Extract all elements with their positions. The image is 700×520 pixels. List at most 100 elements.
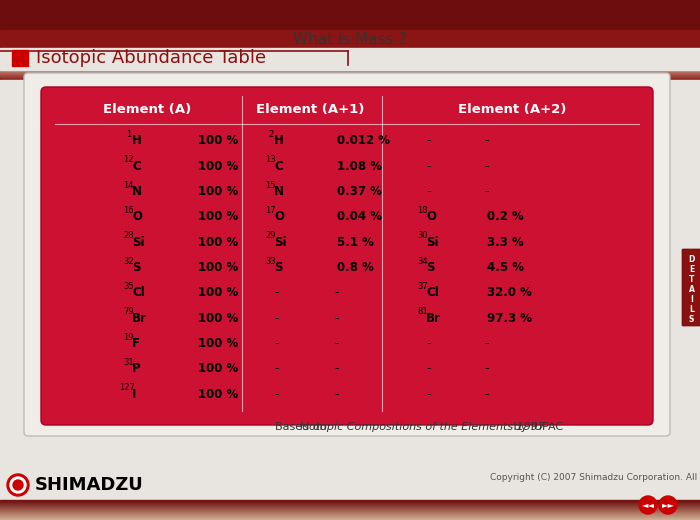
Bar [0, 509, 700, 510]
Text: Element (A+1): Element (A+1) [256, 103, 364, 116]
Text: 1: 1 [127, 130, 132, 139]
Text: Br: Br [426, 311, 441, 324]
Text: 100 %: 100 % [198, 236, 238, 249]
Text: -: - [335, 337, 339, 350]
Text: S: S [132, 261, 141, 274]
Text: I: I [132, 388, 137, 401]
Text: 29: 29 [265, 231, 276, 240]
Text: P: P [132, 362, 141, 375]
Text: T: T [689, 276, 694, 284]
Text: H: H [274, 134, 284, 147]
Text: 12: 12 [123, 155, 134, 164]
Text: -: - [485, 362, 489, 375]
Text: 2: 2 [269, 130, 274, 139]
Text: 127: 127 [120, 383, 135, 393]
Text: 30: 30 [417, 231, 428, 240]
Bar [0, 513, 700, 514]
Text: 15: 15 [265, 180, 276, 190]
Bar [0, 501, 700, 503]
Text: 1.08 %: 1.08 % [337, 160, 382, 173]
Bar [0, 79, 700, 80]
Bar [0, 514, 700, 515]
Text: 100 %: 100 % [198, 362, 238, 375]
Text: ►►: ►► [662, 500, 675, 510]
Text: H: H [132, 134, 142, 147]
Text: 0.012 %: 0.012 % [337, 134, 390, 147]
Text: -: - [275, 287, 279, 300]
Text: -: - [427, 134, 431, 147]
Text: I: I [690, 295, 693, 305]
Text: O: O [426, 210, 436, 223]
Text: 4.5 %: 4.5 % [487, 261, 524, 274]
Bar [0, 80, 700, 470]
FancyBboxPatch shape [682, 249, 700, 326]
Text: D: D [688, 255, 694, 265]
Bar [0, 504, 700, 506]
Text: 100 %: 100 % [198, 160, 238, 173]
Text: Cl: Cl [132, 287, 145, 300]
Bar [0, 516, 700, 518]
Bar [0, 500, 700, 501]
Text: Si: Si [426, 236, 438, 249]
Text: by IUPAC: by IUPAC [510, 422, 563, 432]
Circle shape [7, 474, 29, 496]
Text: -: - [335, 362, 339, 375]
Text: Cl: Cl [426, 287, 439, 300]
Text: -: - [427, 337, 431, 350]
Text: L: L [689, 305, 694, 315]
Text: F: F [132, 337, 140, 350]
Bar [0, 70, 700, 71]
Text: 100 %: 100 % [198, 261, 238, 274]
Bar [0, 506, 700, 508]
Bar [0, 66, 700, 67]
Bar [0, 510, 700, 511]
Text: Si: Si [274, 236, 286, 249]
Text: 100 %: 100 % [198, 185, 238, 198]
Text: Isotopic Abundance Table: Isotopic Abundance Table [36, 49, 266, 67]
Circle shape [10, 477, 26, 493]
FancyBboxPatch shape [41, 87, 653, 425]
Bar [0, 64, 700, 66]
Text: -: - [485, 160, 489, 173]
Circle shape [13, 480, 23, 490]
Bar [0, 514, 700, 516]
Text: -: - [275, 362, 279, 375]
Text: -: - [275, 388, 279, 401]
Bar [0, 500, 700, 502]
Text: 35: 35 [123, 282, 134, 291]
Text: 100 %: 100 % [198, 337, 238, 350]
Text: -: - [335, 287, 339, 300]
Text: C: C [274, 160, 283, 173]
Bar [0, 75, 700, 77]
Text: -: - [335, 388, 339, 401]
Bar [0, 48, 700, 70]
Text: 5.1 %: 5.1 % [337, 236, 374, 249]
Text: 13: 13 [265, 155, 276, 164]
Text: Based on: Based on [275, 422, 330, 432]
Circle shape [659, 496, 677, 514]
Text: 28: 28 [123, 231, 134, 240]
Text: 34: 34 [417, 257, 428, 266]
Text: 81: 81 [417, 307, 428, 316]
Text: 79: 79 [123, 307, 134, 316]
Bar [0, 470, 700, 520]
Text: 100 %: 100 % [198, 210, 238, 223]
Text: Copyright (C) 2007 Shimadzu Corporation. All rights  Reserved: Copyright (C) 2007 Shimadzu Corporation.… [490, 474, 700, 483]
Text: SHIMADZU: SHIMADZU [35, 476, 144, 494]
Text: 33: 33 [265, 257, 276, 266]
Bar [0, 512, 700, 513]
Text: -: - [335, 311, 339, 324]
Text: E: E [689, 266, 694, 275]
Text: -: - [427, 185, 431, 198]
Bar [0, 0, 700, 30]
Bar [0, 72, 700, 74]
Text: C: C [132, 160, 141, 173]
Text: -: - [485, 185, 489, 198]
Text: 100 %: 100 % [198, 388, 238, 401]
Bar [0, 505, 700, 507]
Bar [0, 67, 700, 68]
Bar [0, 515, 700, 517]
Text: 32.0 %: 32.0 % [487, 287, 532, 300]
Bar [0, 502, 700, 504]
Circle shape [639, 496, 657, 514]
